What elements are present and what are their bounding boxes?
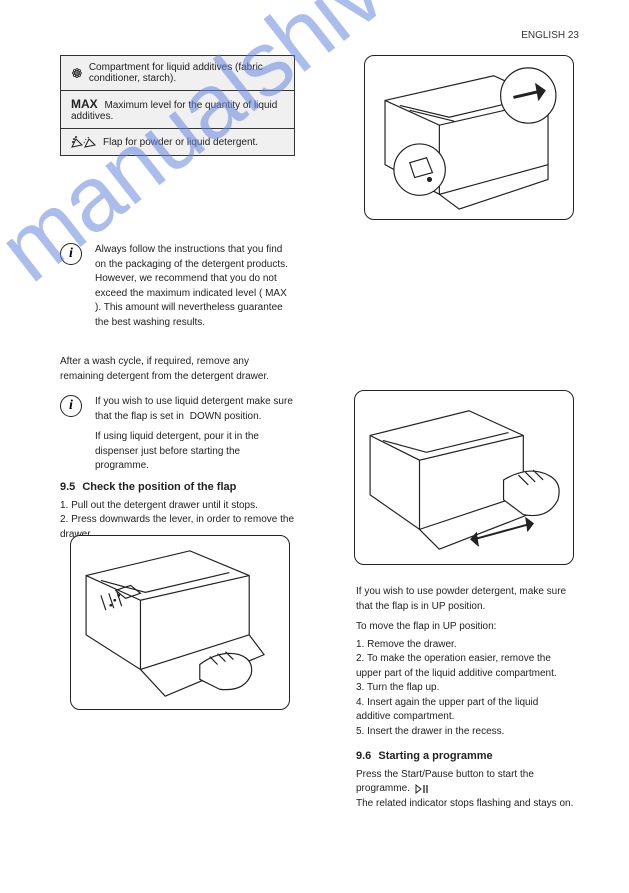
step-text: 2. To make the operation easier, remove …	[356, 652, 574, 681]
step-text: 3. Turn the flap up.	[356, 681, 574, 696]
start-pause-icon	[415, 784, 429, 794]
text-span: If using liquid detergent, pour it in th…	[95, 431, 259, 471]
flower-icon	[71, 65, 83, 81]
figure-drawer-flap-closeup	[364, 55, 574, 220]
text-span: If you wish to use powder detergent, mak…	[356, 586, 566, 612]
text-span: Press the Start/Pause button to start th…	[356, 769, 534, 795]
figure-drawer-powder	[70, 535, 290, 710]
step-text: 1. Remove the drawer.	[356, 638, 574, 653]
note-text: Always follow the instructions that you …	[95, 243, 295, 330]
text-span: To move the flap in UP position:	[356, 621, 496, 632]
max-label: MAX	[71, 97, 98, 111]
cell-text: Maximum level for the quantity of liquid…	[71, 100, 277, 122]
table-row: MAX Maximum level for the quantity of li…	[61, 91, 294, 129]
section-number: 9.6	[356, 750, 371, 762]
step-text: 4. Insert again the upper part of the li…	[356, 696, 574, 725]
step-text: 1. Pull out the detergent drawer until i…	[60, 499, 295, 514]
info-icon: i	[60, 243, 82, 265]
section-heading-block: 9.5 Check the position of the flap 1. Pu…	[60, 480, 295, 542]
right-column: If you wish to use powder detergent, mak…	[356, 585, 574, 811]
section-number: 9.5	[60, 481, 75, 493]
table-row: Compartment for liquid additives (fabric…	[61, 56, 294, 91]
body-text: The related indicator stops flashing and…	[356, 797, 574, 812]
section-title: Starting a programme	[378, 750, 492, 762]
body-text: Press the Start/Pause button to start th…	[356, 768, 574, 797]
note-text: If you wish to use liquid detergent make…	[95, 395, 295, 474]
body-text: After a wash cycle, if required, remove …	[60, 355, 295, 384]
text-span: DOWN position.	[190, 411, 262, 422]
page-header: ENGLISH 23	[521, 30, 579, 41]
figure-drawer-remove	[354, 390, 574, 565]
info-icon: i	[60, 395, 82, 417]
step-text: 5. Insert the drawer in the recess.	[356, 725, 574, 740]
cell-text: Flap for powder or liquid detergent.	[103, 137, 258, 148]
flap-icon	[71, 135, 97, 149]
compartment-table: Compartment for liquid additives (fabric…	[60, 55, 295, 156]
section-title: Check the position of the flap	[82, 481, 236, 493]
table-row: Flap for powder or liquid detergent.	[61, 129, 294, 155]
cell-text: Compartment for liquid additives (fabric…	[89, 62, 284, 84]
